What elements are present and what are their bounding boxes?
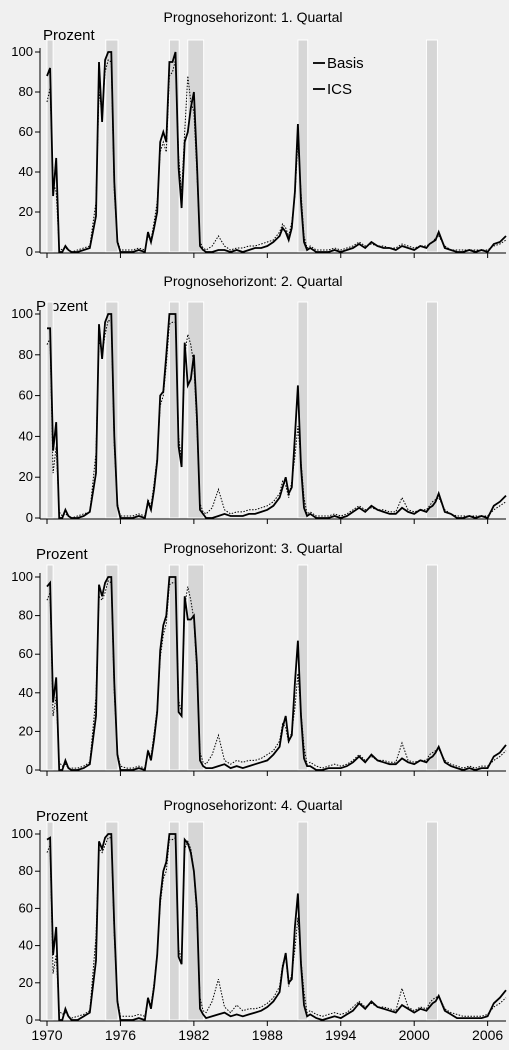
x-tick-label: 1976 — [105, 1027, 136, 1043]
shaded-period — [46, 301, 54, 519]
y-tick-label: 60 — [19, 646, 33, 661]
y-tick-label: 80 — [19, 608, 33, 623]
shaded-period — [425, 821, 438, 1021]
y-tick-label: 0 — [26, 510, 33, 525]
y-tick-label: 40 — [19, 428, 33, 443]
shaded-period — [425, 301, 438, 519]
series-line-basis — [46, 833, 507, 1022]
shaded-period — [168, 301, 180, 519]
x-tick-label: 1970 — [31, 1027, 62, 1043]
series-line-basis — [46, 51, 507, 254]
y-tick-label: 40 — [19, 938, 33, 953]
y-axis-label: Prozent — [36, 808, 89, 825]
y-tick-label: 80 — [19, 84, 33, 99]
shaded-period — [105, 564, 119, 771]
x-tick-label: 2006 — [472, 1027, 503, 1043]
shaded-period — [168, 821, 180, 1021]
legend-label: Basis — [327, 55, 364, 72]
y-axis-label: Prozent — [36, 546, 89, 563]
y-tick-label: 60 — [19, 900, 33, 915]
series-line-ics — [46, 319, 507, 519]
shaded-period — [168, 39, 180, 253]
y-tick-label: 100 — [11, 826, 33, 841]
x-tick-label: 2000 — [399, 1027, 430, 1043]
series-line-basis — [47, 313, 507, 520]
chart-title: Prognosehorizont: 4. Quartal — [164, 797, 343, 813]
series-line-ics — [46, 59, 507, 253]
y-tick-label: 20 — [19, 975, 33, 990]
y-tick-label: 100 — [11, 306, 33, 321]
chart-title: Prognosehorizont: 2. Quartal — [164, 273, 343, 289]
shaded-period — [105, 821, 119, 1021]
panel-4: Prognosehorizont: 4. Quartal Prozent 0 20 40… — [11, 797, 507, 1043]
y-tick-label: 80 — [19, 347, 33, 362]
y-tick-label: 60 — [19, 124, 33, 139]
shaded-period — [168, 564, 180, 771]
y-tick-label: 100 — [11, 44, 33, 59]
x-tick-label: 1994 — [325, 1027, 356, 1043]
shaded-period — [297, 564, 309, 771]
x-tick-label: 1988 — [252, 1027, 283, 1043]
y-tick-label: 0 — [26, 762, 33, 777]
y-tick-label: 100 — [11, 569, 33, 584]
shaded-period — [46, 39, 54, 253]
y-tick-label: 0 — [26, 244, 33, 259]
shaded-period — [297, 301, 309, 519]
chart-title: Prognosehorizont: 1. Quartal — [164, 9, 343, 25]
y-tick-label: 20 — [19, 469, 33, 484]
legend-label: ICS — [327, 81, 352, 98]
y-tick-label: 40 — [19, 164, 33, 179]
shaded-period — [425, 39, 438, 253]
series-line-basis — [46, 576, 507, 772]
y-axis-label: Prozent — [36, 298, 89, 315]
shaded-period — [425, 564, 438, 771]
series-line-ics — [46, 580, 507, 769]
shaded-period — [187, 564, 205, 771]
chart-title: Prognosehorizont: 3. Quartal — [164, 540, 343, 556]
y-tick-label: 20 — [19, 204, 33, 219]
y-tick-label: 40 — [19, 685, 33, 700]
panel-3: Prognosehorizont: 3. Quartal Prozent 0 20 40… — [11, 540, 507, 777]
panel-2: Prognosehorizont: 2. Quartal Prozent 0 20 40… — [11, 273, 507, 525]
panel-1: Prognosehorizont: 1. Quartal Prozent 0 20 40… — [11, 9, 507, 259]
series-line-ics — [46, 836, 507, 1019]
y-tick-label: 0 — [26, 1012, 33, 1027]
x-tick-label: 1982 — [178, 1027, 209, 1043]
y-axis-label: Prozent — [43, 27, 96, 44]
y-tick-label: 20 — [19, 723, 33, 738]
y-tick-label: 60 — [19, 388, 33, 403]
y-tick-label: 80 — [19, 863, 33, 878]
